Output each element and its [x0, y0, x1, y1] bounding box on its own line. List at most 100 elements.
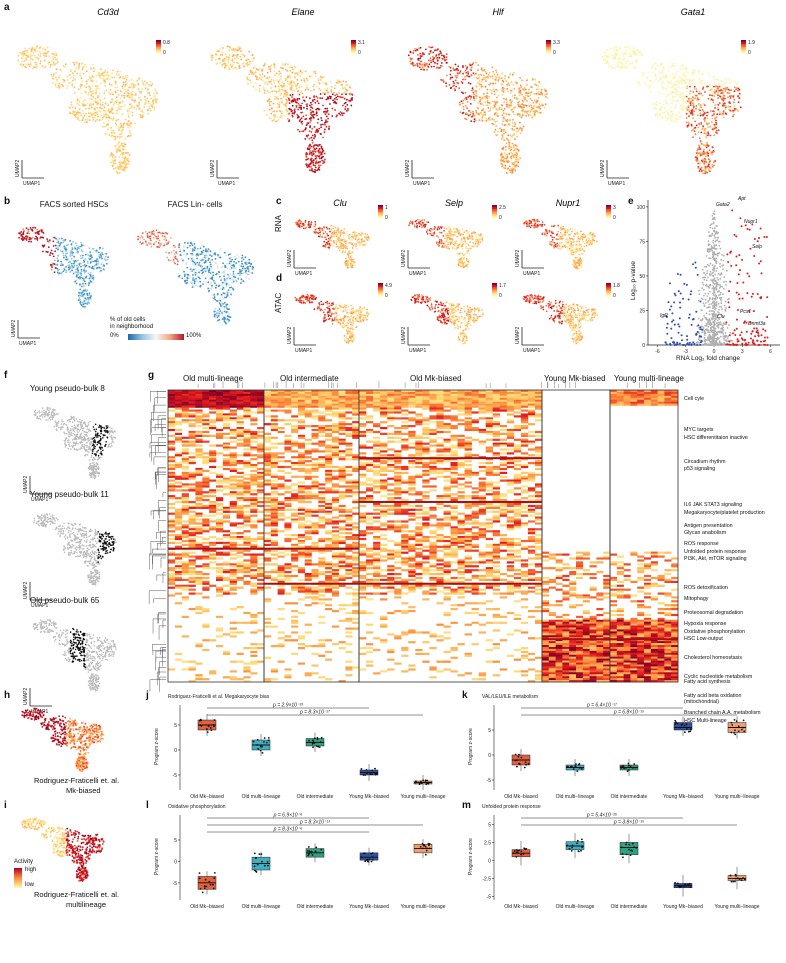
volcano-point-ns: [709, 322, 712, 325]
volcano-point-ns: [709, 284, 712, 287]
volcano-point-ns: [711, 215, 714, 217]
boxplot-point: [733, 719, 736, 721]
boxplot-point: [738, 878, 741, 880]
volcano-point-ns: [713, 287, 715, 290]
volcano-point-ns: [697, 342, 699, 344]
boxplot-point: [205, 885, 208, 888]
boxplot-title-m: Unfolded protein response: [482, 804, 541, 810]
boxplot-point: [679, 726, 681, 729]
boxplot-point: [206, 728, 208, 730]
volcano-point-ns: [713, 213, 716, 216]
volcano-point-ns: [712, 239, 715, 242]
colorbar-c-0-min: 0: [385, 215, 388, 221]
volcano-point-ns: [698, 332, 701, 335]
volcano-point-up: [756, 329, 759, 332]
volcano-point-ns: [712, 275, 715, 277]
volcano-point-up: [764, 329, 767, 332]
volcano-point-ns: [719, 247, 722, 250]
boxplot-point: [576, 770, 579, 772]
boxplot-point: [685, 884, 688, 887]
boxplot-point: [368, 858, 371, 861]
volcano-point-ns: [722, 259, 725, 262]
boxplot-point: [426, 779, 429, 782]
boxplot-point: [674, 719, 677, 722]
volcano-point-ns: [707, 276, 709, 279]
volcano-point-up: [756, 339, 759, 342]
boxplot-point: [684, 883, 686, 886]
boxplot-xlabel: Young multi−lineage: [715, 794, 760, 800]
volcano-point-up: [749, 247, 752, 250]
axes-b-1-xlabel: UMAP1: [19, 341, 36, 347]
volcano-point-ns: [710, 248, 713, 251]
volcano-point-up: [760, 272, 763, 275]
boxplot-point: [311, 854, 314, 856]
volcano-point-ns: [729, 331, 732, 334]
panel-c-letter: c: [276, 196, 282, 207]
volcano-point-ns: [710, 247, 713, 250]
axes-a-1-xlabel: UMAP1: [218, 181, 235, 187]
volcano-point-ns: [710, 341, 712, 343]
boxplot-point: [318, 746, 321, 748]
boxplot-xlabel: Old Mk−biased: [504, 904, 538, 910]
boxplot-xlabel: Young Mk−biased: [663, 794, 703, 800]
boxplot-point: [261, 745, 263, 748]
boxplot-point: [209, 883, 212, 886]
volcano-point-ns: [709, 344, 712, 346]
volcano-point-ns: [712, 255, 715, 258]
volcano-point-ns: [720, 302, 723, 305]
volcano-point-up: [758, 262, 761, 265]
boxplot-point: [365, 769, 368, 771]
boxplot-point: [362, 774, 365, 776]
volcano-point-ns: [720, 299, 723, 302]
volcano-point-ns: [709, 224, 712, 227]
boxplot-point: [628, 848, 631, 851]
volcano-point-up: [762, 340, 765, 343]
axes-d-2-xlabel: UMAP1: [523, 348, 540, 354]
pvalue-label: p = 6.4×10⁻¹⁷: [586, 703, 617, 709]
boxplot-point: [206, 731, 209, 733]
colorbar-d-2-max: 1.8: [613, 283, 620, 289]
colorbar-d-2-min: 0: [613, 293, 616, 299]
volcano-point-up: [742, 281, 745, 284]
volcano-point-ns: [705, 302, 707, 304]
volcano-point-ns: [707, 329, 710, 332]
volcano-point-up: [756, 293, 759, 295]
boxplot-point: [689, 886, 692, 889]
volcano-point-up: [752, 342, 755, 345]
gene-title-2: Hlf: [493, 7, 505, 17]
boxplot-title-j: Rodriguez-Fraticelli et al. Megakaryocyt…: [168, 694, 270, 700]
volcano-point-up: [759, 227, 762, 230]
axes-c-1-xlabel: UMAP1: [409, 271, 426, 277]
volcano-point-up: [757, 335, 760, 337]
volcano-point-ns: [700, 297, 703, 300]
volcano-point-ns: [720, 306, 723, 308]
volcano-ytick-label: 25: [639, 308, 645, 314]
boxplot-point: [213, 872, 216, 874]
volcano-point-ns: [704, 334, 706, 336]
volcano-point-ns: [712, 297, 714, 299]
boxplot-point: [622, 856, 624, 859]
boxplot-point: [307, 850, 309, 852]
volcano-point-ns: [718, 240, 721, 243]
volcano-point-ns: [720, 258, 723, 261]
volcano-point-ns: [718, 308, 720, 311]
boxplot-point: [204, 878, 207, 881]
volcano-point-ns: [724, 332, 727, 334]
volcano-point-ns: [702, 283, 705, 286]
volcano-point-ns: [713, 311, 716, 313]
volcano-xtick-label: -3: [683, 349, 688, 355]
volcano-point-ns: [710, 326, 712, 329]
gene-title-0: Cd3d: [97, 7, 120, 17]
boxplot-point: [320, 736, 323, 739]
boxplot-point: [631, 842, 634, 845]
boxplot-ylabel-k: Program z-score: [468, 728, 474, 765]
volcano-xtick-label: 3: [741, 349, 744, 355]
volcano-point-ns: [716, 236, 719, 239]
volcano-point-ns: [716, 314, 719, 317]
boxplot-point: [371, 856, 374, 858]
volcano-ytick-label: 50: [639, 274, 645, 280]
volcano-point-ns: [706, 318, 709, 321]
volcano-point-ns: [712, 339, 715, 342]
volcano-point-ns: [703, 294, 705, 297]
boxplot-point: [633, 763, 636, 765]
